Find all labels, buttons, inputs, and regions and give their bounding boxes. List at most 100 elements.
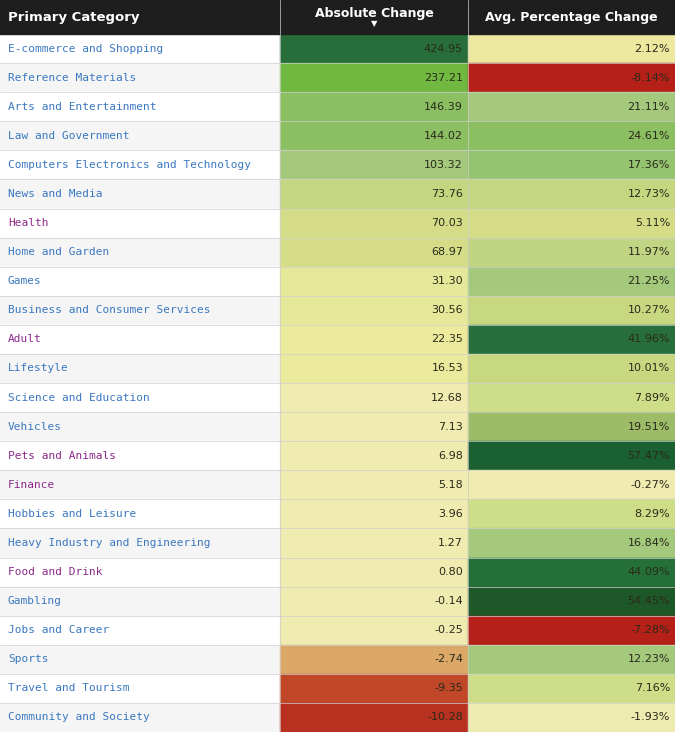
Text: -9.35: -9.35 (434, 684, 463, 693)
Bar (468, 122, 675, 150)
Text: Gambling: Gambling (8, 596, 62, 606)
Text: 17.36%: 17.36% (628, 160, 670, 170)
Text: Primary Category: Primary Category (8, 10, 140, 23)
Bar (280, 674, 468, 703)
Bar (468, 209, 675, 238)
Text: Hobbies and Leisure: Hobbies and Leisure (8, 509, 136, 519)
Text: 146.39: 146.39 (424, 102, 463, 112)
Bar (0, 150, 280, 179)
Text: Avg. Percentage Change: Avg. Percentage Change (485, 10, 658, 23)
Bar (468, 325, 675, 354)
Text: 7.13: 7.13 (438, 422, 463, 432)
Text: Business and Consumer Services: Business and Consumer Services (8, 305, 211, 315)
Text: 70.03: 70.03 (431, 218, 463, 228)
Text: ▼: ▼ (371, 20, 377, 29)
Bar (468, 586, 675, 616)
Bar (0, 238, 280, 266)
Text: Law and Government: Law and Government (8, 131, 130, 141)
Bar (0, 703, 280, 732)
Text: Arts and Entertainment: Arts and Entertainment (8, 102, 157, 112)
Bar (280, 122, 468, 150)
Bar (280, 209, 468, 238)
Bar (0, 645, 280, 674)
Bar (0, 616, 280, 645)
Text: 73.76: 73.76 (431, 189, 463, 199)
Text: 19.51%: 19.51% (628, 422, 670, 432)
Bar (468, 470, 675, 499)
Text: Finance: Finance (8, 479, 55, 490)
Bar (468, 92, 675, 122)
Text: -10.28: -10.28 (427, 712, 463, 722)
Bar (468, 266, 675, 296)
Bar (0, 558, 280, 586)
Text: 11.97%: 11.97% (628, 247, 670, 257)
Text: 21.11%: 21.11% (628, 102, 670, 112)
Text: 10.01%: 10.01% (628, 364, 670, 373)
Bar (280, 354, 468, 383)
Text: Jobs and Career: Jobs and Career (8, 625, 109, 635)
Bar (468, 645, 675, 674)
Bar (0, 209, 280, 238)
Bar (280, 470, 468, 499)
Text: 0.80: 0.80 (438, 567, 463, 577)
Bar (0, 383, 280, 412)
Text: E-commerce and Shopping: E-commerce and Shopping (8, 43, 163, 53)
Text: Pets and Animals: Pets and Animals (8, 451, 116, 460)
Text: 7.16%: 7.16% (634, 684, 670, 693)
Text: 424.95: 424.95 (424, 43, 463, 53)
Bar (280, 296, 468, 325)
Bar (468, 150, 675, 179)
Bar (468, 296, 675, 325)
Bar (0, 325, 280, 354)
Text: 8.29%: 8.29% (634, 509, 670, 519)
Text: Community and Society: Community and Society (8, 712, 150, 722)
Bar (280, 441, 468, 470)
Text: 22.35: 22.35 (431, 335, 463, 344)
Bar (0, 586, 280, 616)
Bar (468, 616, 675, 645)
Text: Home and Garden: Home and Garden (8, 247, 109, 257)
Bar (468, 558, 675, 586)
Bar (0, 529, 280, 558)
Bar (280, 645, 468, 674)
Text: -7.28%: -7.28% (630, 625, 670, 635)
Bar (0, 179, 280, 209)
Text: 3.96: 3.96 (438, 509, 463, 519)
Bar (468, 179, 675, 209)
Text: 12.73%: 12.73% (628, 189, 670, 199)
Bar (280, 92, 468, 122)
Text: Adult: Adult (8, 335, 42, 344)
Text: 54.45%: 54.45% (628, 596, 670, 606)
Text: Science and Education: Science and Education (8, 392, 150, 403)
Bar (0, 122, 280, 150)
Text: 7.89%: 7.89% (634, 392, 670, 403)
Text: News and Media: News and Media (8, 189, 103, 199)
Text: Games: Games (8, 276, 42, 286)
Bar (468, 34, 675, 63)
Text: Reference Materials: Reference Materials (8, 72, 136, 83)
Bar (280, 238, 468, 266)
Text: -8.14%: -8.14% (630, 72, 670, 83)
Text: 2.12%: 2.12% (634, 43, 670, 53)
Bar (468, 499, 675, 529)
Text: Lifestyle: Lifestyle (8, 364, 69, 373)
Bar (280, 499, 468, 529)
Bar (468, 441, 675, 470)
Text: -0.27%: -0.27% (630, 479, 670, 490)
Bar (0, 441, 280, 470)
Bar (280, 179, 468, 209)
Text: Food and Drink: Food and Drink (8, 567, 103, 577)
Text: 21.25%: 21.25% (628, 276, 670, 286)
Text: -0.25: -0.25 (434, 625, 463, 635)
Text: 16.84%: 16.84% (628, 538, 670, 548)
Text: 144.02: 144.02 (424, 131, 463, 141)
Text: Health: Health (8, 218, 49, 228)
Text: 103.32: 103.32 (425, 160, 463, 170)
Bar (0, 412, 280, 441)
Bar (468, 703, 675, 732)
Text: 41.96%: 41.96% (628, 335, 670, 344)
Bar (280, 558, 468, 586)
Bar (468, 383, 675, 412)
Bar (280, 703, 468, 732)
Bar (280, 34, 468, 63)
